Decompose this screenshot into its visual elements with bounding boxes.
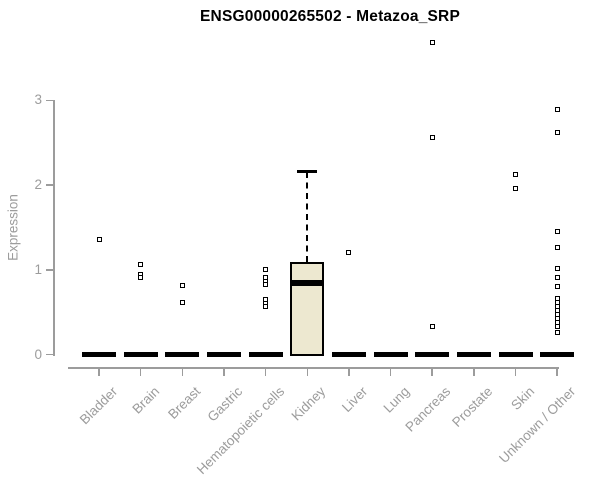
y-axis-tick [46,99,53,102]
median-line [290,280,325,287]
median-line [123,352,158,357]
chart-title: ENSG00000265502 - Metazoa_SRP [200,8,460,25]
outlier-point [554,107,560,113]
outlier-point [554,229,560,235]
outlier-point [554,329,560,335]
y-tick-label: 2 [34,177,42,193]
outlier-point [138,262,144,268]
median-line [82,352,116,357]
outlier-point [429,135,435,141]
outlier-point [554,245,560,251]
x-axis-tick [348,368,350,376]
outlier-point [554,130,560,136]
outlier-point [429,40,435,46]
y-tick-label: 1 [34,261,42,277]
median-line [248,352,283,357]
box-body [290,262,325,357]
x-axis-tick [473,368,475,376]
x-axis-line [68,367,559,369]
outlier-point [346,250,352,256]
outlier-point [263,267,269,273]
y-axis-line [53,100,55,356]
y-tick-label: 0 [34,346,42,362]
x-axis-tick [98,368,100,376]
y-axis-tick [46,184,53,186]
y-axis-label: Expression [5,194,21,261]
outlier-point [263,281,269,287]
whisker-line [306,171,309,263]
outlier-point [513,185,519,191]
median-line [331,352,366,357]
y-tick-label: 3 [34,92,42,108]
outlier-point [96,236,102,242]
median-line [373,352,408,357]
outlier-point [554,284,560,290]
x-axis-tick [556,368,558,376]
y-axis-tick [46,353,53,356]
outlier-point [554,274,560,280]
median-line [415,352,450,357]
outlier-point [179,283,185,289]
outlier-point [263,303,269,309]
outlier-point [138,274,144,280]
x-axis-tick [264,368,267,376]
x-axis-tick [139,368,142,376]
median-line [498,352,533,357]
x-axis-tick [514,368,517,376]
whisker-cap [297,170,318,173]
outlier-point [554,266,560,272]
median-line [206,352,241,357]
outlier-point [554,324,560,330]
x-axis-tick [389,368,392,376]
x-axis-tick [306,368,309,376]
outlier-point [179,300,185,306]
x-axis-tick [223,368,225,376]
outlier-point [513,172,519,178]
median-line [540,352,575,357]
median-line [165,352,200,357]
y-axis-tick [46,269,53,271]
x-axis-tick [181,368,184,376]
median-line [456,352,491,357]
outlier-point [429,324,435,330]
x-axis-tick [431,368,433,376]
